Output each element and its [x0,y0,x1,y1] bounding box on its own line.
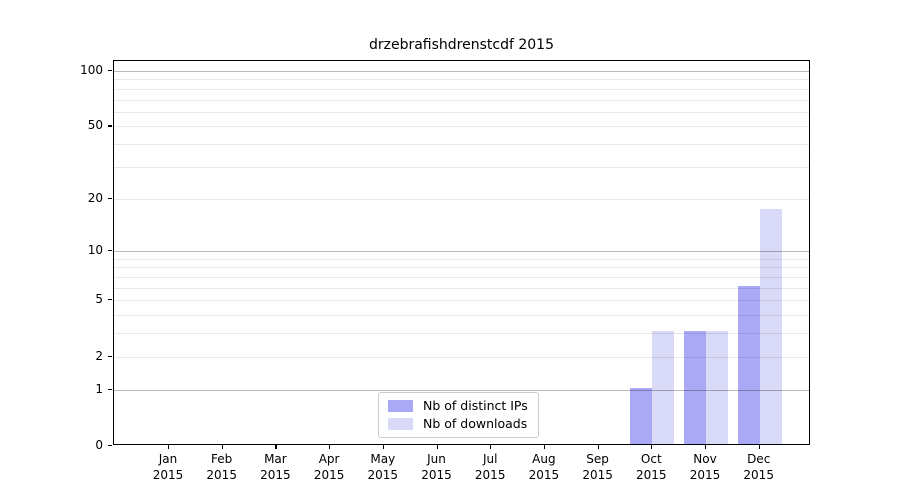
gridline-9 [114,258,809,260]
y-tick-mark-2 [108,355,112,357]
month-label: Sep [586,452,609,466]
year-label: 2015 [421,467,452,482]
x-tick-label-jun: Jun 2015 [421,452,452,483]
y-tick-label-20: 20 [87,190,103,205]
month-label: Dec [747,452,771,466]
legend-label: Nb of distinct IPs [423,398,528,413]
gridline-90 [114,79,809,81]
gridline-8 [114,267,809,269]
y-tick-label-10: 10 [87,243,103,258]
year-label: 2015 [260,467,291,482]
x-tick-mark-may [382,445,384,449]
x-tick-mark-jun [436,445,438,449]
y-tick-label-2: 2 [95,348,103,363]
plot-area [113,60,810,445]
year-label: 2015 [743,467,774,482]
gridline-60 [114,111,809,113]
legend-swatch-icon [388,399,413,412]
x-tick-label-jan: Jan 2015 [153,452,184,483]
bar-nb-of-downloads-nov [706,331,728,444]
gridline-30 [114,166,809,168]
x-tick-label-may: May 2015 [368,452,399,483]
y-tick-mark-100 [108,69,112,71]
x-tick-mark-mar [275,445,277,449]
x-tick-mark-feb [221,445,223,449]
legend-label: Nb of downloads [423,416,528,431]
y-tick-label-1: 1 [95,381,103,396]
gridline-50 [114,126,809,128]
bar-nb-of-downloads-oct [652,331,675,444]
gridline-100 [114,70,809,72]
year-label: 2015 [582,467,613,482]
year-label: 2015 [152,467,184,482]
month-label: Apr [318,452,340,466]
gridline-5 [114,300,809,302]
y-tick-mark-10 [108,250,112,252]
bar-nb-of-distinct-ips-oct [630,387,653,444]
month-label: May [370,452,396,466]
year-label: 2015 [689,467,721,482]
year-label: 2015 [636,467,667,482]
year-label: 2015 [528,467,560,482]
legend: Nb of distinct IPs Nb of downloads [378,392,539,438]
x-tick-label-nov: Nov 2015 [690,452,721,483]
month-label: Mar [264,452,287,466]
x-tick-mark-dec [758,445,760,449]
x-tick-mark-nov [705,445,707,449]
month-label: Jan [158,452,178,466]
year-label: 2015 [474,467,506,482]
month-label: Jun [427,452,446,466]
month-label: Oct [640,452,662,466]
y-tick-mark-5 [108,299,112,301]
y-tick-label-5: 5 [95,292,103,307]
legend-swatch-icon [388,417,413,430]
gridline-7 [114,277,809,278]
chart-title: drzebrafishdrenstcdf 2015 [368,37,554,53]
x-tick-label-jul: Jul 2015 [475,452,506,483]
x-tick-mark-oct [651,445,653,449]
y-tick-mark-0 [108,445,112,447]
x-tick-mark-jan [168,445,170,449]
gridline-6 [114,287,809,289]
month-label: Nov [693,452,717,466]
gridline-80 [114,88,809,90]
bar-nb-of-distinct-ips-dec [737,285,760,444]
legend-row-0: Nb of distinct IPs [388,398,528,413]
gridline-10 [114,251,809,253]
x-tick-label-dec: Dec 2015 [743,452,774,483]
month-label: Aug [532,452,556,466]
legend-row-1: Nb of downloads [388,416,528,431]
x-tick-mark-apr [329,445,331,449]
y-tick-label-50: 50 [87,118,103,133]
x-tick-label-aug: Aug 2015 [529,452,560,483]
y-tick-label-0: 0 [95,438,103,452]
x-tick-mark-sep [597,445,599,449]
x-tick-mark-aug [543,445,546,449]
gridline-20 [114,198,809,200]
x-tick-label-oct: Oct 2015 [636,452,667,483]
gridline-40 [114,144,809,146]
month-label: Feb [211,452,233,466]
x-tick-label-mar: Mar 2015 [260,452,291,483]
x-tick-mark-jul [490,445,492,449]
month-label: Jul [482,452,498,466]
gridline-4 [114,315,809,317]
y-tick-mark-1 [108,388,112,390]
y-tick-mark-50 [108,125,112,127]
y-tick-label-100: 100 [80,62,103,77]
bar-nb-of-downloads-dec [759,209,782,444]
x-tick-label-apr: Apr 2015 [314,452,345,483]
bar-nb-of-distinct-ips-nov [684,331,706,444]
gridline-70 [114,99,809,101]
x-tick-label-sep: Sep 2015 [582,452,613,483]
x-tick-label-feb: Feb 2015 [206,452,237,483]
year-label: 2015 [367,467,399,482]
y-tick-mark-20 [108,197,112,199]
year-label: 2015 [206,467,237,482]
year-label: 2015 [313,467,345,482]
